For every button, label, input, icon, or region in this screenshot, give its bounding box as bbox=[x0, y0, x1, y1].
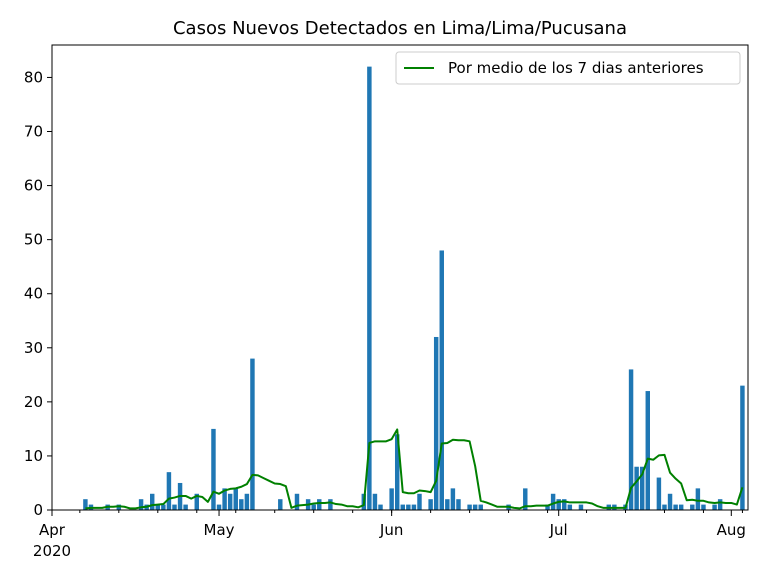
bar bbox=[417, 493, 422, 510]
x-tick-label: Aug bbox=[717, 521, 746, 539]
bar bbox=[450, 488, 456, 510]
y-tick-label: 50 bbox=[24, 231, 43, 249]
bar bbox=[717, 499, 723, 510]
bar bbox=[439, 250, 444, 510]
y-tick-label: 20 bbox=[24, 393, 43, 411]
y-tick-label: 70 bbox=[24, 123, 43, 141]
bar bbox=[406, 504, 411, 510]
bar bbox=[227, 493, 233, 510]
bar bbox=[467, 504, 472, 510]
bar bbox=[294, 493, 300, 510]
plot-frame bbox=[51, 44, 749, 511]
bar bbox=[701, 504, 706, 510]
bar bbox=[550, 493, 556, 510]
bar bbox=[562, 499, 567, 510]
bar bbox=[472, 504, 478, 510]
bar bbox=[116, 504, 122, 510]
bar bbox=[222, 488, 227, 510]
bar bbox=[233, 488, 238, 510]
bar bbox=[183, 504, 188, 510]
bar bbox=[695, 488, 701, 510]
bar bbox=[639, 466, 645, 510]
bar bbox=[456, 499, 461, 510]
bar bbox=[690, 504, 695, 510]
bar-series bbox=[83, 66, 745, 510]
y-tick-label: 0 bbox=[33, 501, 43, 519]
bar bbox=[211, 428, 216, 510]
bar bbox=[567, 504, 573, 510]
legend: Por medio de los 7 dias anteriores bbox=[395, 51, 741, 85]
x-tick-year-label: 2020 bbox=[33, 542, 71, 560]
bar bbox=[662, 504, 667, 510]
bar bbox=[678, 504, 684, 510]
x-tick-label: Apr bbox=[39, 521, 66, 539]
bar bbox=[372, 493, 378, 510]
y-tick-label: 80 bbox=[24, 68, 43, 86]
bar bbox=[478, 504, 483, 510]
bar bbox=[367, 66, 372, 510]
bar bbox=[239, 499, 244, 510]
y-tick-label: 40 bbox=[24, 285, 43, 303]
bar bbox=[244, 493, 250, 510]
bar bbox=[740, 385, 745, 510]
bar bbox=[673, 504, 678, 510]
bar bbox=[311, 504, 316, 510]
bar bbox=[328, 499, 333, 510]
bar bbox=[628, 369, 634, 510]
bar bbox=[578, 504, 584, 510]
chart-title: Casos Nuevos Detectados en Lima/Lima/Puc… bbox=[173, 18, 627, 39]
y-tick-label: 10 bbox=[24, 447, 43, 465]
axes: 0 10 20 30 40 50 60 70 80 Apr 2020 May Jun Jul Aug bbox=[24, 44, 749, 560]
bar bbox=[138, 499, 144, 510]
bar bbox=[216, 504, 222, 510]
moving-average-line bbox=[85, 428, 744, 510]
bar bbox=[556, 499, 561, 510]
bar bbox=[634, 466, 639, 510]
bar bbox=[667, 493, 673, 510]
y-tick-label: 60 bbox=[24, 177, 43, 195]
bar bbox=[161, 504, 166, 510]
x-tick-label: Jun bbox=[379, 521, 403, 539]
line-series bbox=[85, 428, 744, 510]
x-tick-label: May bbox=[204, 521, 235, 539]
y-tick-label: 30 bbox=[24, 339, 43, 357]
bar bbox=[445, 499, 450, 510]
bar bbox=[394, 434, 400, 510]
bar bbox=[411, 504, 417, 510]
bar bbox=[155, 504, 161, 510]
bar bbox=[194, 493, 199, 510]
bar bbox=[400, 504, 406, 510]
legend-label: Por medio de los 7 dias anteriores bbox=[448, 59, 704, 77]
bar bbox=[378, 504, 383, 510]
bar bbox=[433, 336, 439, 510]
bar bbox=[656, 477, 662, 510]
bar bbox=[172, 504, 177, 510]
legend-box bbox=[395, 51, 741, 85]
bar bbox=[317, 499, 322, 510]
bar bbox=[150, 493, 155, 510]
bar bbox=[428, 499, 433, 510]
bar bbox=[83, 499, 88, 510]
bar bbox=[166, 472, 172, 510]
bar bbox=[545, 504, 550, 510]
bar bbox=[645, 391, 650, 510]
bar bbox=[389, 488, 394, 510]
bar bbox=[712, 504, 717, 510]
bar bbox=[250, 358, 255, 510]
x-tick-label: Jul bbox=[549, 521, 568, 539]
bar bbox=[278, 499, 283, 510]
bar bbox=[523, 488, 528, 510]
